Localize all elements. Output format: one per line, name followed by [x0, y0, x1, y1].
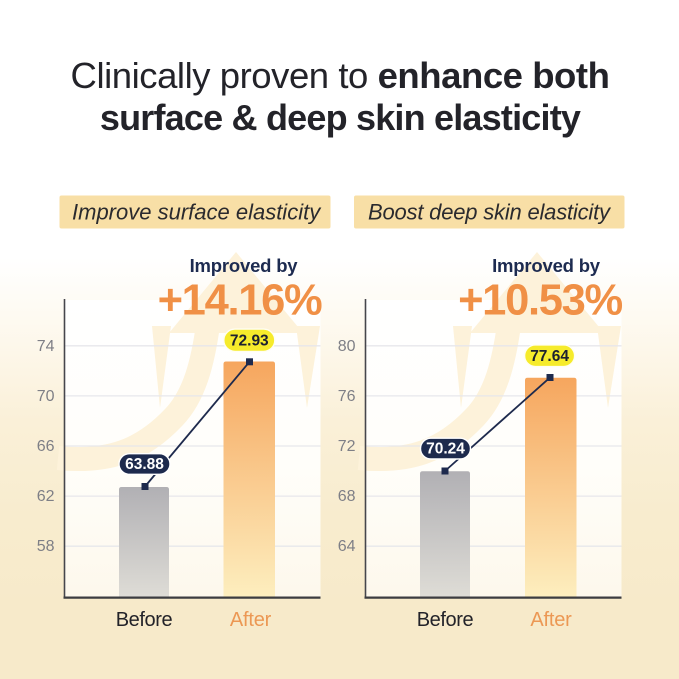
svg-text:70: 70 [37, 388, 55, 405]
svg-text:64: 64 [338, 538, 356, 555]
svg-text:surface & deep skin elasticity: surface & deep skin elasticity [100, 97, 581, 138]
svg-text:After: After [530, 609, 572, 631]
svg-text:Improve surface elasticity: Improve surface elasticity [72, 200, 322, 225]
svg-text:Improved by: Improved by [190, 255, 299, 276]
svg-text:After: After [230, 609, 272, 631]
svg-text:72.93: 72.93 [230, 333, 269, 350]
svg-text:62: 62 [37, 488, 55, 505]
svg-text:77.64: 77.64 [530, 348, 569, 365]
svg-text:70.24: 70.24 [426, 440, 465, 457]
svg-text:Boost deep skin elasticity: Boost deep skin elasticity [368, 200, 612, 225]
svg-text:Clinically proven to enhance b: Clinically proven to enhance both [71, 55, 610, 96]
svg-text:76: 76 [338, 388, 356, 405]
svg-text:74: 74 [37, 338, 55, 355]
svg-text:80: 80 [338, 338, 356, 355]
svg-text:66: 66 [37, 438, 55, 455]
svg-text:63.88: 63.88 [125, 456, 164, 473]
svg-text:Before: Before [116, 609, 173, 631]
svg-text:Before: Before [417, 609, 474, 631]
svg-text:+14.16%: +14.16% [158, 277, 322, 325]
svg-text:58: 58 [37, 538, 55, 555]
svg-text:+10.53%: +10.53% [458, 277, 622, 325]
svg-text:Improved by: Improved by [492, 255, 601, 276]
svg-text:68: 68 [338, 488, 356, 505]
svg-text:72: 72 [338, 438, 356, 455]
